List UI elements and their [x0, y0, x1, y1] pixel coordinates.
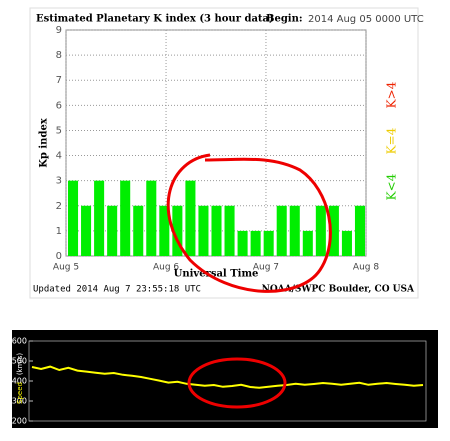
- y-tick-label: 1: [56, 226, 62, 237]
- bar: [211, 205, 222, 256]
- legend-entry: K<4: [385, 173, 399, 200]
- y-tick-label: 400: [12, 377, 27, 386]
- y-tick-label: 5: [56, 125, 62, 136]
- bar: [315, 205, 326, 256]
- x-tick-label: Aug 6: [153, 263, 179, 273]
- bar: [263, 230, 274, 256]
- y-axis-label: Speed: [16, 382, 24, 404]
- y-axis-label: Kp index: [39, 117, 50, 168]
- bar: [185, 180, 196, 256]
- begin-label: Begin:: [266, 14, 303, 25]
- begin-date: 2014 Aug 05 0000 UTC: [308, 14, 424, 25]
- bar: [81, 205, 92, 256]
- y-tick-label: 7: [56, 75, 62, 86]
- y-tick-label: 3: [56, 176, 62, 187]
- annotation-circle: [166, 153, 332, 293]
- y-tick-label: 0: [56, 251, 62, 262]
- bar: [354, 205, 365, 256]
- bar: [289, 205, 300, 256]
- panel-2: [12, 330, 438, 428]
- y-axis-unit: (km/s): [16, 353, 24, 376]
- chart-title: Estimated Planetary K index (3 hour data…: [36, 14, 274, 25]
- y-tick-label: 500: [12, 357, 27, 366]
- legend-entry: K=4: [385, 127, 399, 154]
- bar: [302, 230, 313, 256]
- y-tick-label: 9: [56, 25, 62, 36]
- bar: [341, 230, 352, 256]
- bar: [159, 205, 170, 256]
- y-tick-label: 200: [12, 417, 27, 426]
- y-tick-label: 6: [56, 100, 62, 111]
- bar: [250, 230, 261, 256]
- bar: [68, 180, 79, 256]
- source: NOAA/SWPC Boulder, CO USA: [262, 285, 415, 295]
- updated: Updated 2014 Aug 7 23:55:18 UTC: [33, 285, 201, 295]
- annotation-circle: [187, 357, 287, 409]
- bar: [328, 205, 339, 256]
- bar: [107, 205, 118, 256]
- x-tick-label: Aug 7: [253, 263, 279, 273]
- bar: [198, 205, 209, 256]
- bar: [276, 205, 287, 256]
- bar: [120, 180, 131, 256]
- y-tick-label: 2: [56, 201, 62, 212]
- speed-line: [31, 365, 424, 389]
- y-tick-label: 600: [12, 337, 27, 346]
- bar: [133, 205, 144, 256]
- x-tick-label: Aug 8: [353, 263, 379, 273]
- y-tick-label: 4: [56, 151, 62, 162]
- bar: [172, 205, 183, 256]
- y-tick-label: 8: [56, 50, 62, 61]
- y-tick-label: 300: [12, 397, 27, 406]
- bar: [237, 230, 248, 256]
- legend-entry: K>4: [385, 81, 399, 108]
- x-axis-label: Universal Time: [174, 269, 259, 280]
- bar: [146, 180, 157, 256]
- x-tick-label: Aug 5: [53, 263, 79, 273]
- bar: [224, 205, 235, 256]
- bar: [94, 180, 105, 256]
